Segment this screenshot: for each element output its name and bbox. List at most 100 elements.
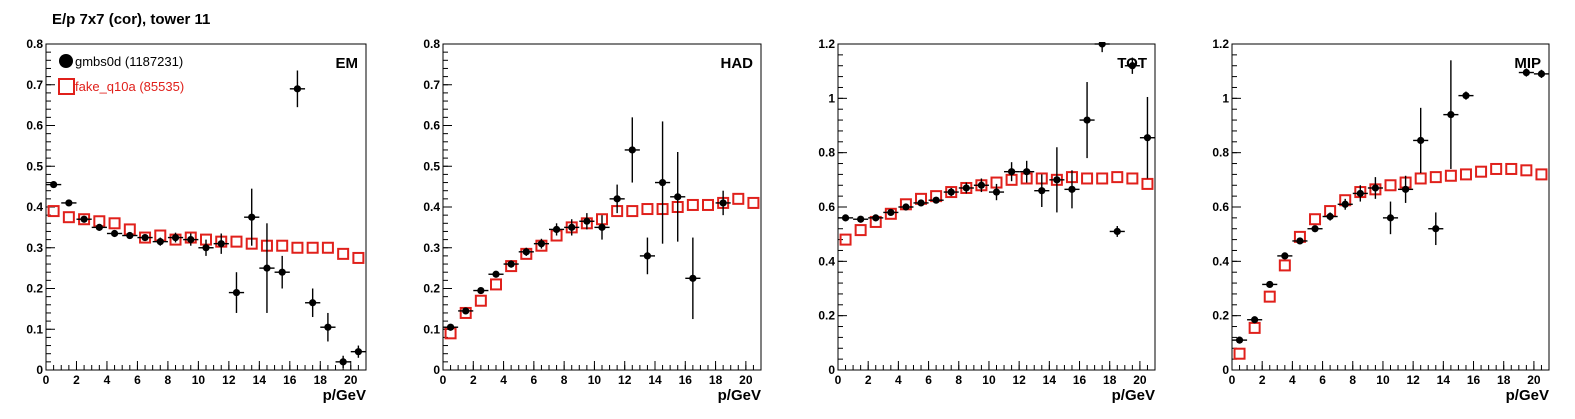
- fake-marker: [1520, 164, 1533, 177]
- y-tick-label: 0.1: [423, 322, 440, 336]
- data-marker: [507, 260, 515, 268]
- data-marker: [902, 203, 910, 211]
- fake-marker: [1248, 321, 1261, 334]
- fake-marker: [732, 192, 745, 205]
- data-marker: [1432, 225, 1440, 233]
- fake-marker: [1384, 179, 1397, 192]
- fake-marker: [108, 217, 121, 230]
- data-marker: [658, 178, 667, 187]
- y-tick-label: 0.2: [423, 282, 440, 296]
- y-tick-label: 0: [36, 363, 43, 377]
- data-marker: [628, 146, 636, 154]
- plot-frame: [837, 43, 1156, 371]
- x-tick-label: 18: [1497, 373, 1511, 387]
- y-tick-label: 0.5: [26, 159, 43, 173]
- fake-marker: [1444, 169, 1457, 182]
- data-marker: [232, 288, 241, 297]
- data-marker: [947, 188, 955, 196]
- x-tick-label: 14: [1437, 373, 1451, 387]
- y-tick-label: 0.4: [818, 254, 835, 268]
- fake-marker: [884, 207, 897, 220]
- fake-marker: [1505, 162, 1518, 175]
- y-tick-label: 0.6: [818, 200, 835, 214]
- fake-marker: [306, 241, 319, 254]
- data-marker: [552, 225, 561, 234]
- data-marker: [187, 236, 195, 244]
- fake-marker: [839, 233, 852, 246]
- fake-marker: [230, 235, 243, 248]
- data-marker: [1113, 227, 1121, 236]
- figure-title: E/p 7x7 (cor), tower 11: [52, 11, 210, 28]
- x-tick-label: 10: [588, 373, 602, 387]
- fake-marker: [1096, 172, 1109, 185]
- x-axis-label: p/GeV: [1112, 387, 1155, 404]
- data-marker: [65, 199, 73, 207]
- x-tick-label: 12: [1406, 373, 1420, 387]
- data-marker: [1522, 68, 1530, 77]
- data-marker: [1266, 280, 1274, 289]
- y-tick-label: 0.1: [26, 322, 43, 336]
- x-tick-label: 16: [283, 373, 297, 387]
- x-tick-label: 20: [1133, 373, 1147, 387]
- fake-marker: [337, 247, 350, 260]
- data-marker: [477, 286, 485, 295]
- fake-marker: [1414, 172, 1427, 185]
- data-marker: [841, 214, 850, 222]
- plot-area: [443, 117, 760, 340]
- chart-panel-had: 0 0.1 0.2 0.3 0.4 0.5 0.6 0.7 0.8 0 2 4 6 8 10 12 14 16 18…: [423, 37, 762, 404]
- data-marker: [719, 199, 727, 207]
- data-marker: [324, 323, 332, 331]
- data-marker: [537, 240, 546, 248]
- y-tick-label: 0.7: [26, 78, 43, 92]
- fake-marker: [47, 205, 60, 218]
- data-marker: [1053, 176, 1061, 184]
- data-marker: [110, 229, 119, 238]
- x-tick-label: 6: [531, 373, 538, 387]
- data-marker: [248, 213, 256, 221]
- fake-marker: [1535, 168, 1548, 181]
- fake-marker: [352, 251, 365, 264]
- x-tick-label: 14: [1043, 373, 1057, 387]
- fake-marker: [1278, 259, 1291, 272]
- panel-label: HAD: [721, 55, 754, 72]
- panel-label: MIP: [1514, 55, 1541, 72]
- x-tick-label: 18: [1103, 373, 1117, 387]
- data-marker: [126, 231, 134, 240]
- x-tick-label: 6: [1319, 373, 1326, 387]
- y-tick-label: 1: [828, 91, 835, 105]
- data-marker: [1447, 111, 1455, 119]
- y-tick-label: 0.4: [423, 200, 440, 214]
- x-tick-label: 0: [1229, 373, 1236, 387]
- panels: 00.10.20.30.40.50.60.70.80 2 4 6 8 10 12 14 16 18…: [26, 37, 1550, 404]
- data-marker: [1341, 200, 1349, 208]
- data-marker: [492, 270, 500, 278]
- x-tick-label: 20: [344, 373, 358, 387]
- x-tick-label: 16: [1467, 373, 1481, 387]
- x-tick-label: 10: [982, 373, 996, 387]
- x-tick-label: 20: [1527, 373, 1541, 387]
- x-tick-label: 18: [314, 373, 328, 387]
- fake-marker: [1429, 171, 1442, 184]
- plot-area: [838, 42, 1155, 246]
- fake-marker: [1141, 177, 1154, 190]
- fake-marker: [474, 294, 487, 307]
- data-marker: [1068, 185, 1076, 193]
- x-tick-label: 0: [835, 373, 842, 387]
- legend-marker-fake: [58, 78, 75, 95]
- data-marker: [1098, 42, 1106, 48]
- x-tick-label: 8: [1349, 373, 1356, 387]
- data-marker: [1128, 62, 1136, 70]
- y-tick-label: 0.7: [423, 78, 440, 92]
- data-marker: [932, 196, 940, 204]
- y-tick-label: 0.8: [423, 37, 440, 51]
- x-tick-label: 14: [253, 373, 267, 387]
- data-marker: [1401, 185, 1410, 193]
- data-marker: [462, 307, 470, 315]
- fake-marker: [1490, 162, 1503, 175]
- y-tick-label: 1.2: [818, 37, 835, 51]
- y-tick-label: 0.4: [1212, 254, 1229, 268]
- data-marker: [857, 215, 865, 223]
- x-axis-label: p/GeV: [323, 387, 366, 404]
- x-tick-label: 4: [104, 373, 111, 387]
- fake-marker: [1111, 171, 1124, 184]
